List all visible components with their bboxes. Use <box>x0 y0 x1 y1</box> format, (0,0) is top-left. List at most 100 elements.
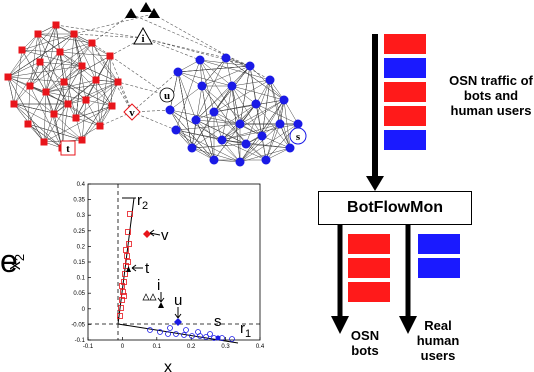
graph-edge <box>169 85 203 111</box>
bot-node <box>24 120 32 128</box>
human-point <box>189 333 195 339</box>
graph-edge <box>199 59 233 87</box>
bot-point <box>121 279 127 285</box>
human-point <box>167 325 173 331</box>
graph-edge <box>81 99 87 141</box>
graph-edge <box>191 85 233 149</box>
graph-edge <box>29 85 63 149</box>
graph-edge <box>7 76 45 143</box>
graph-edge <box>13 103 83 141</box>
bot-node <box>18 46 26 54</box>
graph-edge <box>231 85 263 137</box>
graph-edge <box>7 65 83 78</box>
graph-edge <box>225 57 285 101</box>
graph-edge <box>195 119 241 125</box>
graph-edge <box>53 81 65 115</box>
human-node <box>209 107 219 117</box>
bot-point <box>119 283 125 289</box>
human-node <box>235 157 245 167</box>
graph-edge <box>59 51 83 67</box>
traffic-label-line-2: bots and <box>463 88 519 103</box>
bot-packet <box>348 234 390 254</box>
bot-point <box>117 313 123 319</box>
cross-edge <box>91 42 168 96</box>
graph-edge <box>7 76 55 115</box>
graph-edge <box>177 71 233 87</box>
graph-edge <box>213 99 285 113</box>
node-i-triangle <box>133 26 153 45</box>
bot-packet <box>384 82 426 102</box>
graph-edge <box>75 117 101 127</box>
human-node <box>217 135 227 145</box>
osn-bots-line-2: bots <box>351 343 379 358</box>
graph-edge <box>37 33 93 44</box>
graph-edge <box>239 99 285 125</box>
cropped-letter: e <box>0 243 18 279</box>
graph-edge <box>169 71 179 111</box>
graph-edge <box>201 57 227 87</box>
traffic-label-line-3: human users <box>450 103 532 118</box>
graph-edge <box>7 33 75 78</box>
graph-edge <box>191 143 247 149</box>
plot-label-s: s <box>214 313 222 330</box>
bot-node <box>52 21 60 29</box>
graph-edge <box>245 143 291 149</box>
scatter-points <box>117 211 235 342</box>
graph-edge <box>169 109 193 149</box>
cross-edge <box>117 81 168 96</box>
x-tick-label: 0.4 <box>256 344 265 350</box>
graph-edge <box>7 61 41 78</box>
graph-edge <box>199 59 271 81</box>
cross-edge <box>91 13 132 44</box>
graph-edge <box>169 109 215 161</box>
graph-edge <box>85 99 101 127</box>
graph-label-i: i <box>141 33 144 45</box>
cross-edge <box>73 33 144 39</box>
graph-edge <box>255 103 291 149</box>
bot-point <box>121 293 127 299</box>
point-u <box>174 318 182 326</box>
graph-edge <box>221 139 291 149</box>
point-t <box>126 266 131 272</box>
bot-packet <box>348 282 390 302</box>
human-point <box>183 327 189 333</box>
graph-edge <box>75 81 119 119</box>
traffic-packet-stack <box>384 34 426 150</box>
human-node <box>165 105 175 115</box>
graph-edge <box>169 109 241 125</box>
graph-edge <box>27 85 31 125</box>
graph-edge <box>91 42 97 81</box>
graph-edge <box>59 51 111 57</box>
bot-point <box>127 211 133 217</box>
node-u-circle <box>159 87 175 103</box>
bot-node <box>60 78 68 86</box>
bot-node <box>96 122 104 130</box>
plot-label-v: v <box>161 227 169 244</box>
graph-edge <box>213 103 257 161</box>
bot-node <box>56 48 64 56</box>
graph-edge <box>53 65 83 115</box>
graph-edge <box>177 71 203 87</box>
human-packet <box>384 130 426 150</box>
graph-edge <box>175 59 201 131</box>
cross-edge <box>131 111 177 131</box>
y-ticks: 0.4 0.35 0.3 0.25 0.2 0.15 0.1 0.05 0 -0.05 -0.1 <box>71 182 91 344</box>
graph-edge <box>45 24 57 93</box>
cross-edge <box>142 37 227 59</box>
eigen-scatter-plot: 0.4 0.35 0.3 0.25 0.2 0.15 0.1 0.05 0 -0.05 -0.1 -… <box>0 182 265 372</box>
bot-node <box>40 138 48 146</box>
graph-edge <box>81 81 119 141</box>
y-tick-label: 0.1 <box>77 276 86 282</box>
sybil-triangle <box>148 8 160 18</box>
cross-edge <box>142 37 251 67</box>
graph-edge <box>21 49 47 93</box>
graph-edge <box>29 61 41 87</box>
y-tick-label: 0.05 <box>73 291 85 297</box>
traffic-label: OSN traffic of bots and human users <box>436 73 534 118</box>
graph-edge <box>27 91 47 125</box>
graph-edge <box>43 105 113 143</box>
plot-label-i: i <box>157 277 160 294</box>
point-i <box>158 302 164 308</box>
human-node <box>265 75 275 85</box>
osn-bots-label: OSN bots <box>340 328 390 358</box>
